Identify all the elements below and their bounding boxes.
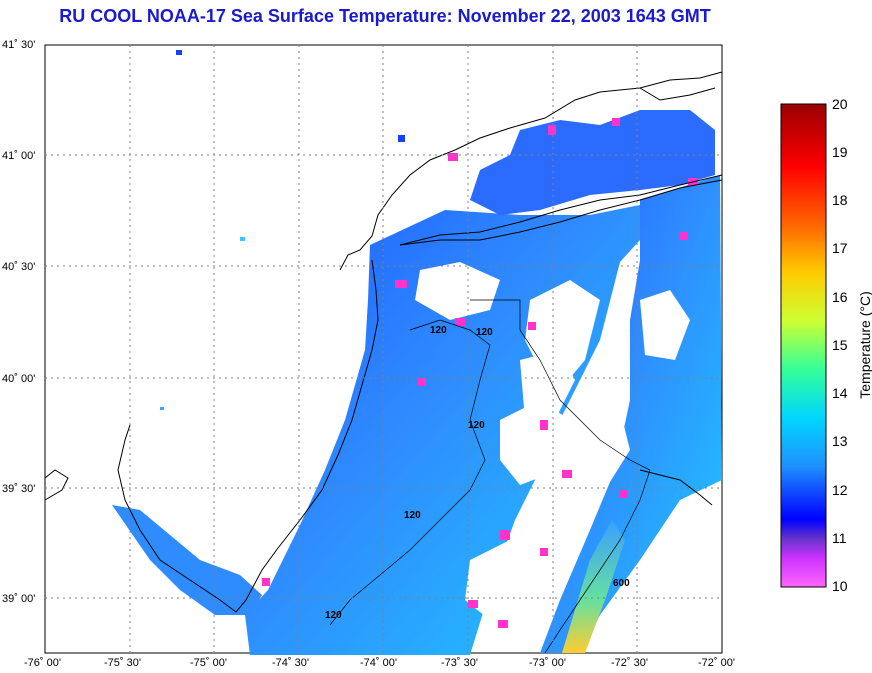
bathymetry-contours — [329, 299, 651, 654]
lon-label: -76˚ 00' — [24, 657, 61, 669]
colorbar-tick-label: 20 — [832, 96, 848, 112]
lat-label: 39˚ 30' — [2, 483, 35, 495]
colorbar-tick-label: 17 — [832, 240, 848, 256]
lat-label: 41˚ 00' — [2, 150, 35, 162]
lon-label: -75˚ 30' — [104, 657, 141, 669]
lon-label: -73˚ 30' — [441, 657, 478, 669]
lon-label: -74˚ 30' — [272, 657, 309, 669]
colorbar-title: Temperature (°C) — [857, 291, 872, 399]
lat-label: 41˚ 30' — [2, 39, 35, 51]
colorbar-ramp — [780, 103, 827, 588]
colorbar-tick-label: 15 — [832, 337, 848, 353]
contour-label: 120 — [430, 325, 447, 336]
colorbar-ticks: 20 19 18 17 16 15 14 13 12 11 10 — [832, 96, 848, 594]
lat-label: 40˚ 00' — [2, 373, 35, 385]
contour-label: 120 — [468, 420, 485, 431]
contour-label: 120 — [404, 510, 421, 521]
contour-labels: 120 120 120 120 120 600 — [325, 325, 630, 621]
lon-label: -75˚ 00' — [190, 657, 227, 669]
contour-label: 120 — [476, 327, 493, 338]
colorbar-tick-label: 19 — [832, 144, 848, 160]
contour-label: 120 — [325, 610, 342, 621]
map-title: RU COOL NOAA-17 Sea Surface Temperature:… — [59, 6, 711, 26]
lat-label: 39˚ 00' — [2, 593, 35, 605]
colorbar-tick-label: 13 — [832, 433, 848, 449]
contour-label: 600 — [613, 578, 630, 589]
colorbar-tick-label: 11 — [832, 530, 847, 546]
lon-labels: -76˚ 00' -75˚ 30' -75˚ 00' -74˚ 30' -74˚… — [24, 657, 735, 669]
lon-label: -74˚ 00' — [360, 657, 397, 669]
coastline-layer — [44, 71, 723, 613]
lon-label: -72˚ 30' — [611, 657, 648, 669]
colorbar-tick-label: 14 — [832, 385, 848, 401]
colorbar-tick-label: 10 — [832, 578, 848, 594]
colorbar-tick-label: 18 — [832, 192, 848, 208]
colorbar-tick-label: 16 — [832, 289, 848, 305]
colorbar: 20 19 18 17 16 15 14 13 12 11 10 Tempera… — [780, 96, 872, 594]
graticule — [45, 45, 722, 653]
lat-labels: 41˚ 30' 41˚ 00' 40˚ 30' 40˚ 00' 39˚ 30' … — [2, 39, 35, 605]
lon-label: -73˚ 00' — [529, 657, 566, 669]
lon-label: -72˚ 00' — [698, 657, 735, 669]
sst-data-layer — [112, 50, 722, 655]
lat-label: 40˚ 30' — [2, 261, 35, 273]
colorbar-tick-label: 12 — [832, 482, 848, 498]
